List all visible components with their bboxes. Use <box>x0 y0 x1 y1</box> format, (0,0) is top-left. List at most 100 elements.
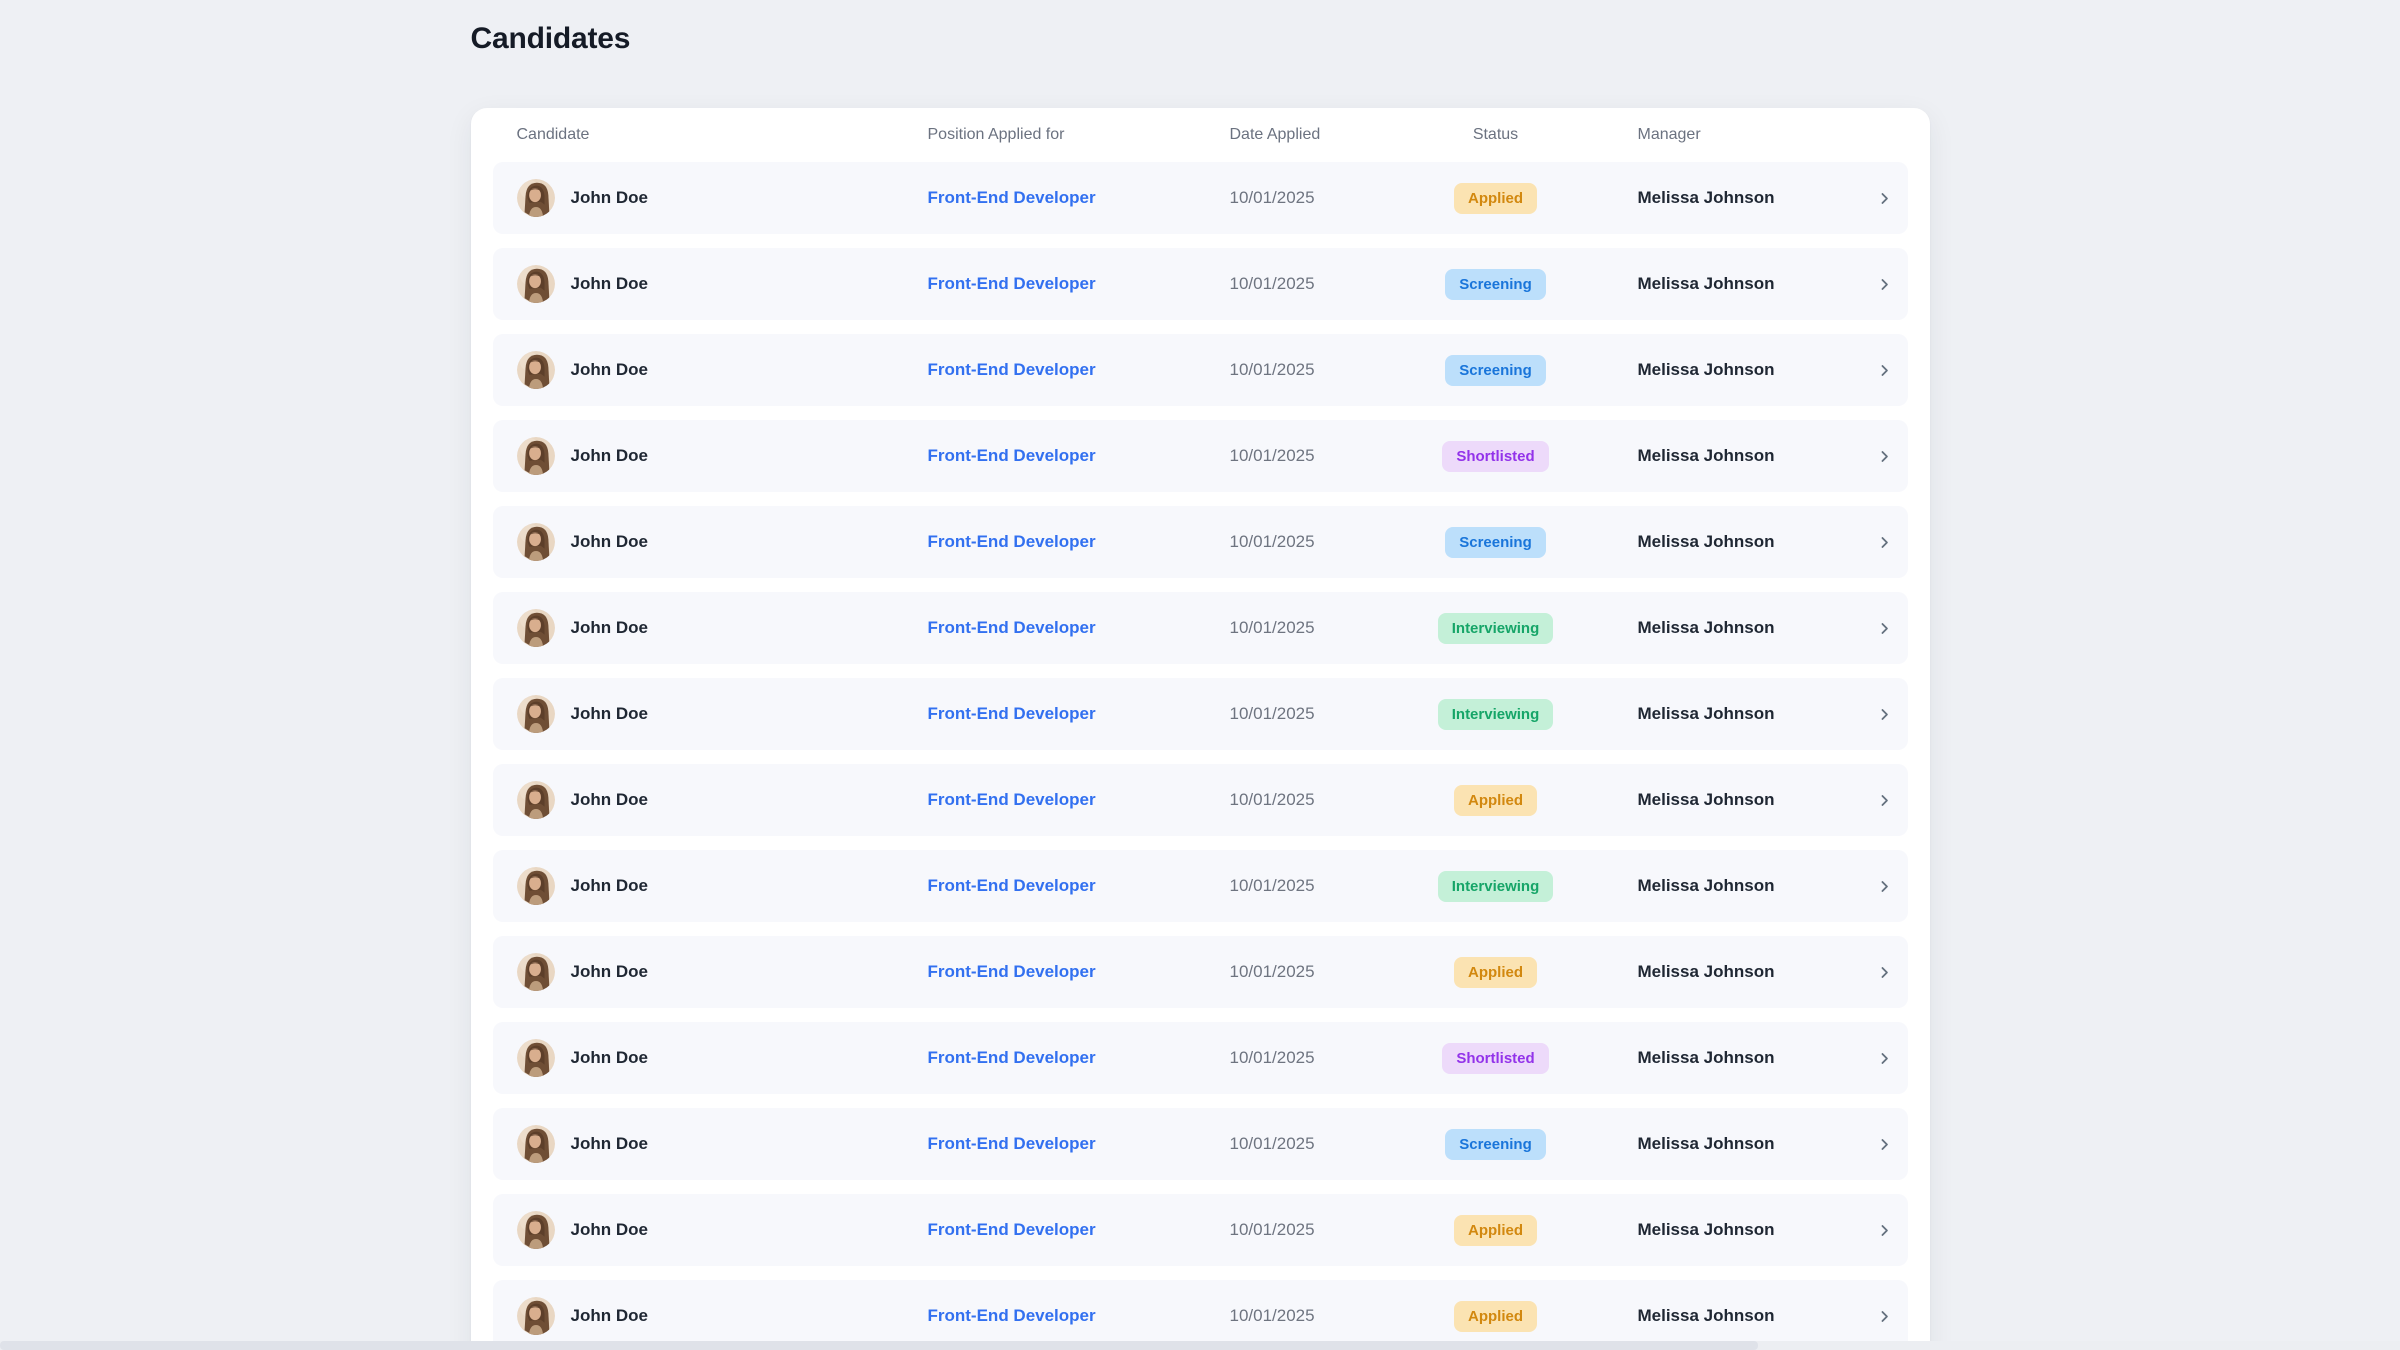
candidate-row[interactable]: John Doe Front-End Developer 10/01/2025 … <box>492 1108 1908 1180</box>
position-link[interactable]: Front-End Developer <box>927 1220 1096 1239</box>
chevron-right-icon[interactable] <box>1877 277 1892 292</box>
manager-name: Melissa Johnson <box>1637 446 1775 465</box>
position-link[interactable]: Front-End Developer <box>927 876 1096 895</box>
date-applied: 10/01/2025 <box>1229 1134 1315 1153</box>
manager-name: Melissa Johnson <box>1637 188 1775 207</box>
status-badge: Screening <box>1445 526 1546 558</box>
status-badge: Screening <box>1445 354 1546 386</box>
chevron-right-icon[interactable] <box>1877 535 1892 550</box>
candidate-avatar-photo <box>516 867 555 905</box>
chevron-right-icon[interactable] <box>1877 879 1892 894</box>
column-header-candidate: Candidate <box>516 126 590 143</box>
candidate-name: John Doe <box>570 1306 648 1325</box>
chevron-right-icon[interactable] <box>1877 707 1892 722</box>
position-link[interactable]: Front-End Developer <box>927 962 1096 981</box>
candidate-avatar-photo <box>516 953 555 991</box>
date-applied: 10/01/2025 <box>1229 1306 1315 1325</box>
candidate-avatar-photo <box>516 1297 555 1335</box>
candidate-name: John Doe <box>570 1134 648 1153</box>
manager-name: Melissa Johnson <box>1637 1220 1775 1239</box>
candidate-row[interactable]: John Doe Front-End Developer 10/01/2025 … <box>492 334 1908 406</box>
candidate-avatar-photo <box>516 179 555 217</box>
manager-name: Melissa Johnson <box>1637 1134 1775 1153</box>
date-applied: 10/01/2025 <box>1229 274 1315 293</box>
horizontal-scrollbar-thumb[interactable] <box>0 1341 1758 1350</box>
chevron-right-icon[interactable] <box>1877 363 1892 378</box>
manager-name: Melissa Johnson <box>1637 704 1775 723</box>
date-applied: 10/01/2025 <box>1229 532 1315 551</box>
candidate-row[interactable]: John Doe Front-End Developer 10/01/2025 … <box>492 850 1908 922</box>
candidates-table-card: Candidate Position Applied for Date Appl… <box>470 108 1930 1350</box>
candidate-row[interactable]: John Doe Front-End Developer 10/01/2025 … <box>492 420 1908 492</box>
position-link[interactable]: Front-End Developer <box>927 188 1096 207</box>
position-link[interactable]: Front-End Developer <box>927 618 1096 637</box>
candidate-avatar-photo <box>516 695 555 733</box>
position-link[interactable]: Front-End Developer <box>927 1048 1096 1067</box>
manager-name: Melissa Johnson <box>1637 532 1775 551</box>
manager-name: Melissa Johnson <box>1637 962 1775 981</box>
candidate-cell: John Doe <box>516 953 928 991</box>
candidate-cell: John Doe <box>516 351 928 389</box>
date-applied: 10/01/2025 <box>1229 876 1315 895</box>
candidate-row[interactable]: John Doe Front-End Developer 10/01/2025 … <box>492 1194 1908 1266</box>
candidate-row[interactable]: John Doe Front-End Developer 10/01/2025 … <box>492 1022 1908 1094</box>
position-link[interactable]: Front-End Developer <box>927 704 1096 723</box>
position-link[interactable]: Front-End Developer <box>927 790 1096 809</box>
candidate-row[interactable]: John Doe Front-End Developer 10/01/2025 … <box>492 1280 1908 1350</box>
status-cell: Interviewing <box>1421 870 1571 902</box>
candidate-row[interactable]: John Doe Front-End Developer 10/01/2025 … <box>492 248 1908 320</box>
date-applied: 10/01/2025 <box>1229 790 1315 809</box>
chevron-right-icon[interactable] <box>1877 449 1892 464</box>
candidate-cell: John Doe <box>516 523 928 561</box>
position-link[interactable]: Front-End Developer <box>927 532 1096 551</box>
candidate-name: John Doe <box>570 618 648 637</box>
manager-name: Melissa Johnson <box>1637 790 1775 809</box>
status-cell: Screening <box>1421 526 1571 558</box>
candidate-name: John Doe <box>570 274 648 293</box>
chevron-right-icon[interactable] <box>1877 621 1892 636</box>
horizontal-scrollbar-track[interactable] <box>0 1341 2400 1350</box>
position-link[interactable]: Front-End Developer <box>927 274 1096 293</box>
candidate-cell: John Doe <box>516 1297 928 1335</box>
date-applied: 10/01/2025 <box>1229 446 1315 465</box>
chevron-right-icon[interactable] <box>1877 1223 1892 1238</box>
status-badge: Interviewing <box>1437 698 1554 730</box>
candidate-avatar-photo <box>516 1211 555 1249</box>
chevron-right-icon[interactable] <box>1877 191 1892 206</box>
position-link[interactable]: Front-End Developer <box>927 446 1096 465</box>
status-cell: Screening <box>1421 354 1571 386</box>
candidate-name: John Doe <box>570 360 648 379</box>
candidate-row[interactable]: John Doe Front-End Developer 10/01/2025 … <box>492 162 1908 234</box>
candidate-name: John Doe <box>570 962 648 981</box>
status-badge: Shortlisted <box>1442 1042 1549 1074</box>
chevron-right-icon[interactable] <box>1877 793 1892 808</box>
candidate-cell: John Doe <box>516 781 928 819</box>
candidate-name: John Doe <box>570 446 648 465</box>
candidate-row[interactable]: John Doe Front-End Developer 10/01/2025 … <box>492 936 1908 1008</box>
chevron-right-icon[interactable] <box>1877 965 1892 980</box>
candidate-avatar-photo <box>516 437 555 475</box>
candidate-row[interactable]: John Doe Front-End Developer 10/01/2025 … <box>492 592 1908 664</box>
chevron-right-icon[interactable] <box>1877 1309 1892 1324</box>
status-cell: Screening <box>1421 268 1571 300</box>
candidate-cell: John Doe <box>516 695 928 733</box>
status-badge: Shortlisted <box>1442 440 1549 472</box>
candidate-row[interactable]: John Doe Front-End Developer 10/01/2025 … <box>492 764 1908 836</box>
manager-name: Melissa Johnson <box>1637 274 1775 293</box>
position-link[interactable]: Front-End Developer <box>927 1134 1096 1153</box>
position-link[interactable]: Front-End Developer <box>927 360 1096 379</box>
chevron-right-icon[interactable] <box>1877 1051 1892 1066</box>
candidate-row[interactable]: John Doe Front-End Developer 10/01/2025 … <box>492 506 1908 578</box>
manager-name: Melissa Johnson <box>1637 1048 1775 1067</box>
candidate-cell: John Doe <box>516 437 928 475</box>
column-header-status: Status <box>1472 126 1519 143</box>
candidate-row[interactable]: John Doe Front-End Developer 10/01/2025 … <box>492 678 1908 750</box>
manager-name: Melissa Johnson <box>1637 360 1775 379</box>
status-cell: Applied <box>1421 1300 1571 1332</box>
position-link[interactable]: Front-End Developer <box>927 1306 1096 1325</box>
candidate-avatar-photo <box>516 781 555 819</box>
candidate-name: John Doe <box>570 1048 648 1067</box>
candidate-cell: John Doe <box>516 179 928 217</box>
status-cell: Applied <box>1421 956 1571 988</box>
chevron-right-icon[interactable] <box>1877 1137 1892 1152</box>
